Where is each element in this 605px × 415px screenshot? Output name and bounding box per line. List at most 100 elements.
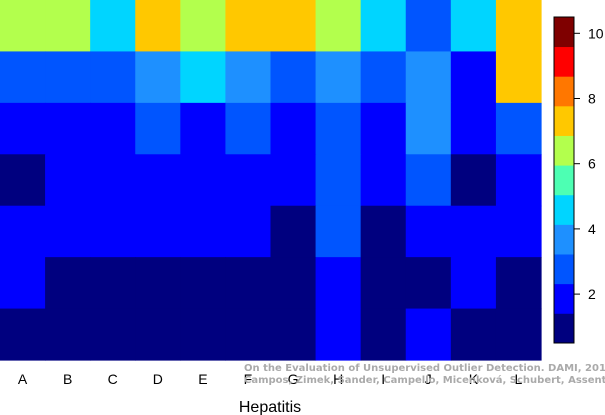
heatmap-cell (315, 257, 362, 310)
heatmap-cell (360, 257, 407, 310)
x-tick-label: G (288, 371, 299, 387)
x-tick-label: A (18, 371, 28, 387)
heatmap-cell (450, 205, 497, 258)
heatmap-cell (135, 308, 181, 361)
heatmap-cell (225, 205, 272, 258)
x-tick-label: K (469, 371, 479, 387)
colorbar-tick-label: 6 (588, 156, 596, 172)
heatmap-cells (0, 0, 542, 361)
heatmap-cell (135, 0, 181, 53)
x-tick-label: D (153, 371, 163, 387)
heatmap-cell (45, 51, 91, 104)
colorbar-tick-label: 8 (588, 91, 596, 107)
heatmap-cell (405, 102, 452, 155)
heatmap-cell (270, 0, 317, 53)
heatmap-cell (405, 154, 452, 207)
heatmap-cell (225, 102, 272, 155)
heatmap-cell (495, 102, 542, 155)
heatmap-cell (90, 0, 136, 53)
colorbar-frame (553, 16, 575, 344)
heatmap-cell (0, 257, 46, 310)
heatmap-cell (90, 102, 136, 155)
x-tick-label: C (108, 371, 118, 387)
heatmap-cell (180, 51, 227, 104)
heatmap-cell (45, 102, 91, 155)
colorbar-tick-label: 2 (588, 286, 596, 302)
heatmap-cell (0, 205, 46, 258)
colorbar-segment (554, 224, 574, 255)
heatmap-cell (225, 257, 272, 310)
heatmap-cell (225, 154, 272, 207)
colorbar-tick-label: 10 (588, 25, 604, 41)
colorbar-segment (554, 17, 574, 48)
colorbar-segment (554, 283, 574, 314)
heatmap-cell (495, 0, 542, 53)
heatmap-cell (405, 205, 452, 258)
colorbar-segment (554, 46, 574, 77)
heatmap-cell (495, 154, 542, 207)
x-tick-label: I (381, 371, 385, 387)
x-tick-label: B (63, 371, 72, 387)
heatmap-cell (405, 308, 452, 361)
x-axis-label: Hepatitis (239, 399, 301, 415)
x-tick-label: J (425, 371, 432, 387)
heatmap-cell (90, 308, 136, 361)
heatmap-cell (225, 308, 272, 361)
heatmap-cell (315, 102, 362, 155)
heatmap-cell (450, 102, 497, 155)
colorbar-tick-labels: 2 4 6 8 10 (574, 25, 604, 302)
heatmap-cell (180, 102, 227, 155)
heatmap-cell (180, 308, 227, 361)
heatmap-cell (45, 257, 91, 310)
heatmap-cell (495, 51, 542, 104)
heatmap-cell (135, 257, 181, 310)
heatmap-cell (360, 154, 407, 207)
x-tick-labels: A B C D E F G H I J K L (18, 371, 523, 387)
heatmap-cell (450, 308, 497, 361)
heatmap-cell (180, 154, 227, 207)
heatmap-cell (495, 205, 542, 258)
colorbar-segment (554, 313, 574, 344)
heatmap-cell (180, 205, 227, 258)
heatmap-cell (0, 102, 46, 155)
heatmap-cell (315, 308, 362, 361)
heatmap-cell (90, 257, 136, 310)
heatmap-cell (315, 0, 362, 53)
heatmap-cell (495, 257, 542, 310)
heatmap-cell (0, 308, 46, 361)
colorbar-segment (554, 194, 574, 225)
heatmap-cell (270, 51, 317, 104)
heatmap-cell (360, 308, 407, 361)
heatmap-cell (45, 0, 91, 53)
heatmap-cell (405, 51, 452, 104)
heatmap-cell (450, 0, 497, 53)
heatmap-cell (270, 308, 317, 361)
heatmap-cell (270, 154, 317, 207)
heatmap-cell (450, 257, 497, 310)
heatmap-cell (45, 154, 91, 207)
heatmap-cell (0, 51, 46, 104)
heatmap-cell (180, 0, 227, 53)
heatmap-cell (315, 205, 362, 258)
x-tick-label: L (515, 371, 523, 387)
colorbar (553, 16, 575, 344)
heatmap-cell (135, 102, 181, 155)
colorbar-segment (554, 254, 574, 285)
heatmap-cell (90, 154, 136, 207)
heatmap-cell (315, 51, 362, 104)
heatmap-cell (90, 51, 136, 104)
heatmap-cell (0, 154, 46, 207)
heatmap-cell (270, 205, 317, 258)
colorbar-segment (554, 76, 574, 107)
heatmap-cell (135, 51, 181, 104)
x-tick-label: F (244, 371, 253, 387)
heatmap-cell (360, 51, 407, 104)
heatmap-cell (135, 205, 181, 258)
heatmap-cell (360, 205, 407, 258)
credit-line-2: Campos, Zimek, Sander, Campello, Micenko… (244, 374, 605, 386)
colorbar-segment (554, 165, 574, 196)
heatmap-cell (405, 0, 452, 53)
heatmap-cell (90, 205, 136, 258)
heatmap-cell (45, 308, 91, 361)
colorbar-tick-label: 4 (588, 221, 596, 237)
